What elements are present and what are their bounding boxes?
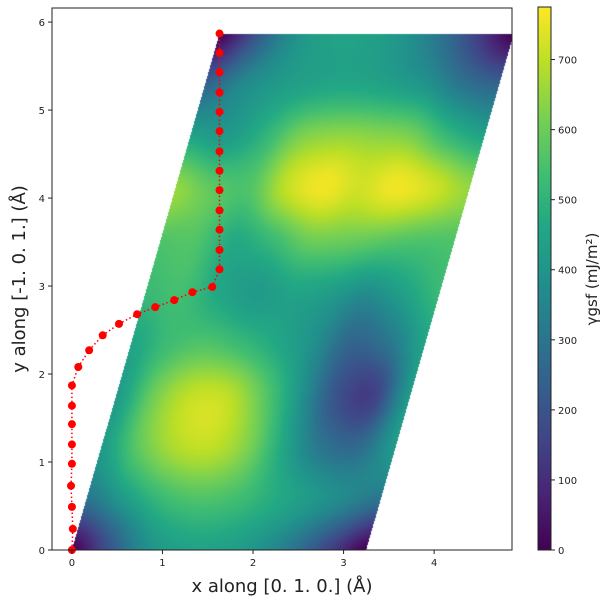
path-series — [67, 29, 224, 554]
colorbar-tick-label: 700 — [558, 56, 577, 67]
path-point — [67, 481, 76, 490]
path-point — [215, 107, 224, 116]
path-point — [67, 502, 76, 511]
path-point — [215, 206, 224, 215]
y-tick-label: 3 — [39, 282, 45, 293]
path-point — [188, 288, 197, 297]
path-point — [215, 68, 224, 77]
y-ticks: 0 1 2 3 4 5 6 — [39, 18, 52, 557]
path-point — [85, 346, 94, 355]
y-tick-label: 4 — [39, 194, 45, 205]
y-axis-label: y along [-1. 0. 1.] (Å) — [8, 185, 30, 373]
path-point — [67, 420, 76, 429]
path-point — [215, 29, 224, 38]
path-point — [68, 524, 77, 533]
path-point — [215, 186, 224, 195]
path-point — [67, 459, 76, 468]
colorbar — [538, 7, 551, 550]
y-tick-label: 2 — [39, 370, 45, 381]
y-tick-label: 6 — [39, 18, 45, 29]
path-point — [74, 362, 83, 371]
axes-frame — [51, 7, 513, 551]
colorbar-frame — [537, 6, 552, 551]
path-point — [208, 282, 217, 291]
x-tick-label: 4 — [431, 558, 437, 569]
colorbar-ticks: 0 100 200 300 400 500 600 700 — [551, 56, 577, 557]
x-tick-label: 1 — [159, 558, 165, 569]
path-point — [215, 166, 224, 175]
colorbar-tick-label: 300 — [558, 336, 577, 347]
x-axis-label: x along [0. 1. 0.] (Å) — [191, 575, 372, 597]
x-ticks: 0 1 2 3 4 — [69, 550, 437, 569]
y-tick-label: 1 — [39, 458, 45, 469]
path-point — [170, 296, 179, 305]
colorbar-tick-label: 0 — [558, 546, 564, 557]
path-point — [67, 381, 76, 390]
heatmap-surface — [52, 8, 512, 550]
y-tick-label: 5 — [39, 106, 45, 117]
path-point — [98, 331, 107, 340]
path-point — [215, 245, 224, 254]
x-tick-label: 3 — [340, 558, 346, 569]
path-point — [67, 440, 76, 449]
path-point — [215, 88, 224, 97]
path-point — [133, 310, 142, 319]
colorbar-tick-label: 500 — [558, 196, 577, 207]
colorbar-tick-label: 600 — [558, 126, 577, 137]
path-point — [115, 319, 124, 328]
path-point — [215, 147, 224, 156]
colorbar-tick-label: 200 — [558, 406, 577, 417]
path-point — [67, 401, 76, 410]
colorbar-tick-label: 100 — [558, 476, 577, 487]
path-point — [215, 127, 224, 136]
colorbar-label: γgsf (mJ/m²) — [583, 233, 601, 326]
path-point — [215, 265, 224, 274]
path-line — [70, 33, 221, 551]
x-tick-label: 2 — [250, 558, 256, 569]
y-tick-label: 0 — [39, 546, 45, 557]
path-point — [151, 303, 160, 312]
path-point — [215, 48, 224, 57]
colorbar-tick-label: 400 — [558, 266, 577, 277]
x-tick-label: 0 — [69, 558, 75, 569]
path-point — [215, 225, 224, 234]
